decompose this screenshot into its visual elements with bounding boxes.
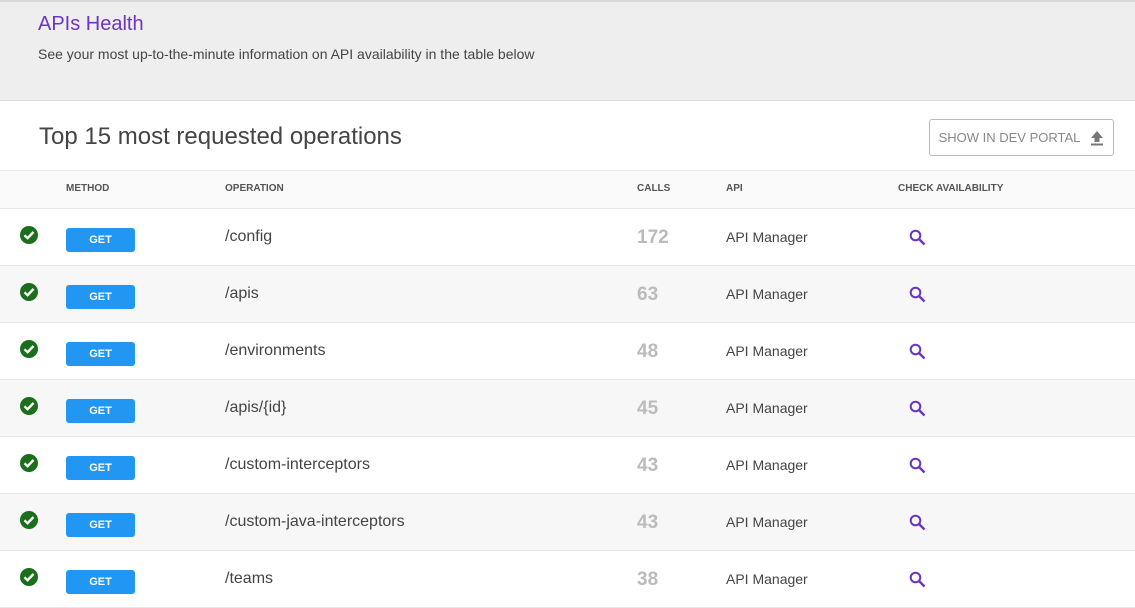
column-check-availability: CHECK AVAILABILITY (898, 183, 1004, 194)
operation-path: /apis (225, 285, 259, 302)
page-header: APIs Health See your most up-to-the-minu… (0, 0, 1135, 101)
search-icon[interactable] (909, 400, 926, 417)
api-name: API Manager (726, 286, 808, 302)
calls-count: 43 (637, 512, 659, 533)
check-circle-icon (20, 340, 38, 358)
method-badge: GET (66, 285, 135, 309)
search-icon[interactable] (909, 514, 926, 531)
table-row: GET /config 172 API Manager (0, 209, 1135, 266)
calls-count: 43 (637, 455, 659, 476)
search-icon[interactable] (909, 571, 926, 588)
method-badge: GET (66, 456, 135, 480)
search-icon[interactable] (909, 343, 926, 360)
operation-path: /config (225, 228, 273, 245)
operation-path: /custom-java-interceptors (225, 513, 405, 530)
check-circle-icon (20, 283, 38, 301)
calls-count: 172 (637, 227, 669, 248)
table-row: GET /teams 38 API Manager (0, 551, 1135, 608)
api-name: API Manager (726, 400, 808, 416)
operation-path: /teams (225, 570, 274, 587)
api-name: API Manager (726, 571, 808, 587)
api-name: API Manager (726, 343, 808, 359)
check-circle-icon (20, 454, 38, 472)
section-title: Top 15 most requested operations (39, 123, 402, 150)
show-in-dev-portal-button[interactable]: SHOW IN DEV PORTAL (929, 119, 1114, 156)
method-badge: GET (66, 228, 135, 252)
api-name: API Manager (726, 514, 808, 530)
table-body: GET /config 172 API Manager GET /apis 63… (0, 209, 1135, 608)
button-label: SHOW IN DEV PORTAL (938, 130, 1081, 145)
page-subtitle: See your most up-to-the-minute informati… (38, 46, 535, 62)
column-method[interactable]: METHOD (66, 183, 110, 194)
calls-count: 45 (637, 398, 659, 419)
operation-path: /apis/{id} (225, 399, 287, 416)
search-icon[interactable] (909, 457, 926, 474)
table-row: GET /custom-interceptors 43 API Manager (0, 437, 1135, 494)
table-row: GET /custom-java-interceptors 43 API Man… (0, 494, 1135, 551)
upload-icon (1091, 130, 1104, 145)
check-circle-icon (20, 226, 38, 244)
calls-count: 63 (637, 284, 659, 305)
api-name: API Manager (726, 457, 808, 473)
column-api[interactable]: API (726, 183, 743, 194)
calls-count: 38 (637, 569, 659, 590)
operation-path: /environments (225, 342, 326, 359)
column-calls[interactable]: CALLS (637, 183, 671, 194)
table-row: GET /environments 48 API Manager (0, 323, 1135, 380)
api-name: API Manager (726, 229, 808, 245)
operation-path: /custom-interceptors (225, 456, 370, 473)
method-badge: GET (66, 570, 135, 594)
column-operation[interactable]: OPERATION (225, 183, 284, 194)
table-row: GET /apis 63 API Manager (0, 266, 1135, 323)
search-icon[interactable] (909, 286, 926, 303)
table-header: METHOD OPERATION CALLS API CHECK AVAILAB… (0, 170, 1135, 209)
check-circle-icon (20, 397, 38, 415)
check-circle-icon (20, 568, 38, 586)
method-badge: GET (66, 342, 135, 366)
section-bar: Top 15 most requested operations SHOW IN… (0, 101, 1135, 170)
check-circle-icon (20, 511, 38, 529)
method-badge: GET (66, 513, 135, 537)
search-icon[interactable] (909, 229, 926, 246)
page-title: APIs Health (38, 13, 144, 35)
method-badge: GET (66, 399, 135, 423)
table-row: GET /apis/{id} 45 API Manager (0, 380, 1135, 437)
calls-count: 48 (637, 341, 659, 362)
